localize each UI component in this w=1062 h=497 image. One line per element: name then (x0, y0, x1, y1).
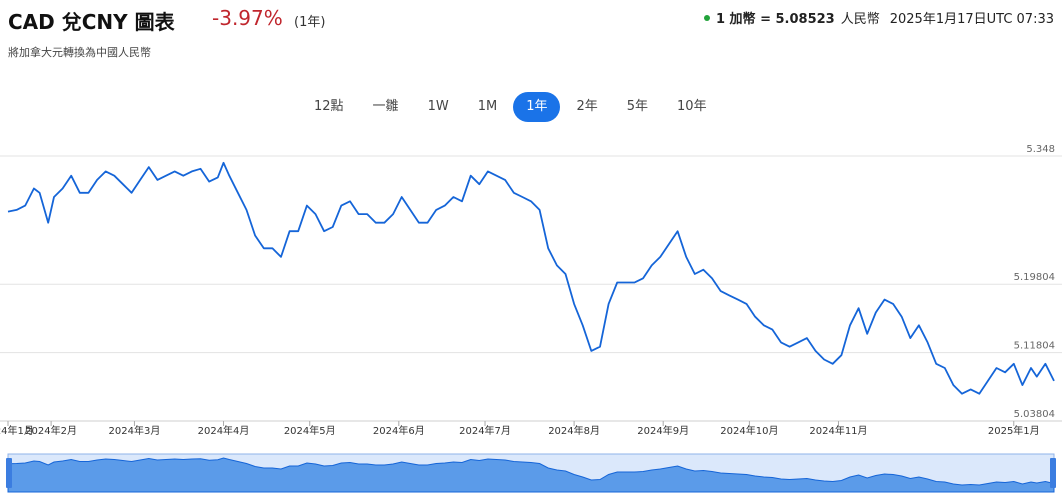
x-tick-label: 2024年1月 (0, 424, 34, 437)
x-tick-label: 2025年1月 (988, 424, 1040, 437)
navigator-area (7, 457, 1055, 493)
range-12h-button[interactable]: 12點 (314, 99, 344, 114)
rate-readout: 1 加幣 = 5.08523 人民幣 2025年1月17日UTC 07:33 (703, 8, 1054, 27)
x-axis-ticks: 2024年1月2024年2月 2024年3月 2024年4月 2024年5月 2024年… (0, 421, 1040, 437)
period-label: (1年) (294, 15, 326, 30)
rate-line (7, 161, 1055, 395)
range-1y-button[interactable]: 1年 (513, 92, 561, 122)
x-tick-label: 2024年9月 (637, 424, 689, 437)
x-tick-label: 2024年6月 (373, 424, 425, 437)
rate-currency: 人民幣 (840, 12, 880, 27)
timestamp: 2025年1月17日UTC 07:33 (889, 12, 1054, 27)
live-dot-icon (703, 14, 710, 21)
x-tick-label: 2024年8月 (548, 424, 600, 437)
y-tick-label: 5.19804 (1014, 272, 1055, 283)
range-selector: 12點 一雛 1W 1M 1年 2年 5年 10年 (301, 92, 723, 122)
navigator-left-handle (6, 458, 12, 488)
range-5y-button[interactable]: 5年 (626, 99, 649, 114)
y-tick-label: 5.03804 (1014, 409, 1055, 420)
range-1w-button[interactable]: 1W (427, 99, 449, 114)
x-tick-label: 2024年11月 (809, 424, 867, 437)
x-tick-label: 2024年5月 (284, 424, 336, 437)
x-tick-label: 2024年7月 (459, 424, 511, 437)
page-title: CAD 兌CNY 圖表 (8, 10, 175, 34)
x-tick-label: 2024年4月 (198, 424, 250, 437)
grid-lines (0, 155, 1062, 422)
rate-chart[interactable]: 5.348 5.19804 5.11804 5.03804 2024年1月2024年2… (0, 140, 1062, 497)
chart-header: CAD 兌CNY 圖表 -3.97% (1年) 1 加幣 = 5.08523 人… (8, 4, 1054, 34)
y-tick-label: 5.11804 (1014, 341, 1055, 352)
y-axis-ticks: 5.348 5.19804 5.11804 5.03804 (1014, 144, 1055, 420)
subtitle: 將加拿大元轉換為中國人民幣 (8, 46, 151, 59)
navigator-right-handle (1050, 458, 1056, 488)
range-1d-button[interactable]: 一雛 (372, 99, 399, 114)
range-10y-button[interactable]: 10年 (677, 99, 707, 114)
range-navigator[interactable] (6, 453, 1056, 493)
change-percent: -3.97% (212, 6, 283, 30)
y-tick-label: 5.348 (1026, 144, 1055, 155)
rate-value: 1 加幣 = 5.08523 (715, 12, 835, 27)
range-2y-button[interactable]: 2年 (576, 99, 598, 114)
x-tick-label: 2024年10月 (720, 424, 778, 437)
range-1m-button[interactable]: 1M (477, 99, 498, 114)
x-tick-label: 2024年2月 (25, 424, 77, 437)
x-tick-label: 2024年3月 (109, 424, 161, 437)
